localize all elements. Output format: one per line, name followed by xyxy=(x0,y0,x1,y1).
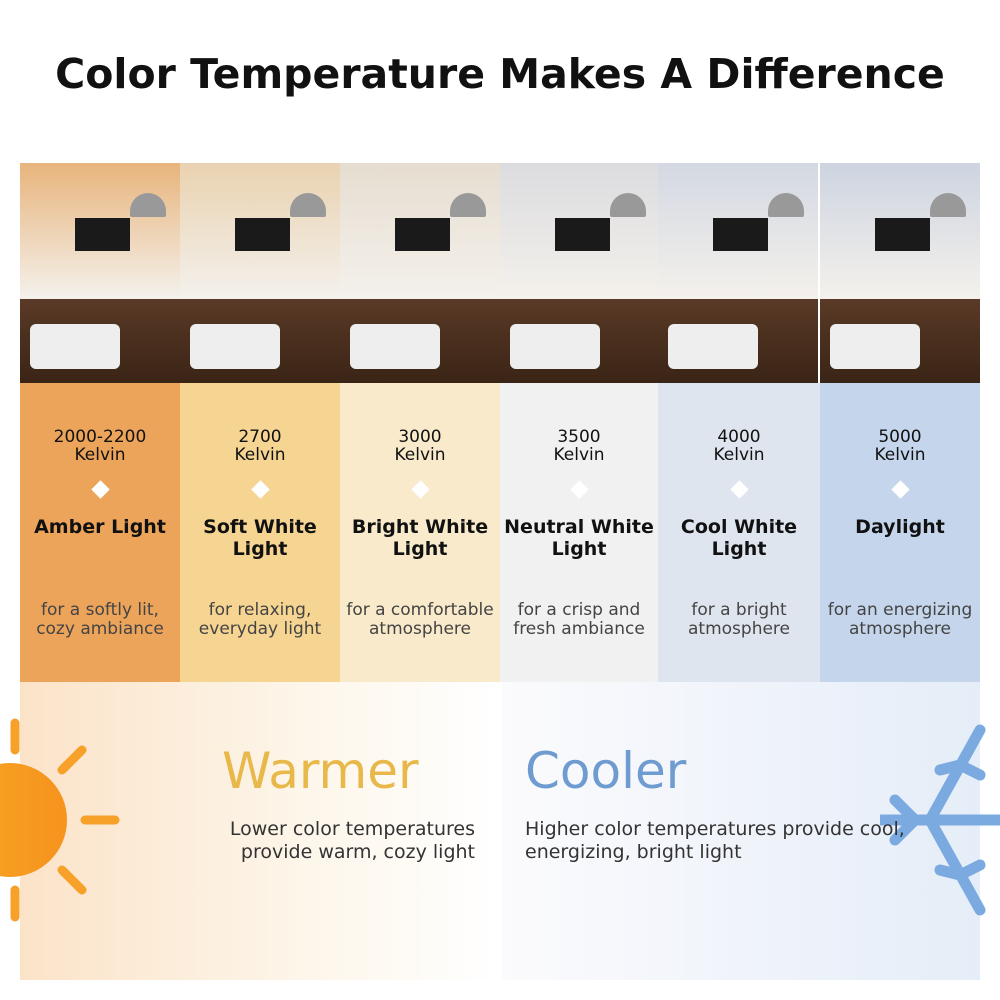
kelvin-value: 4000 Kelvin xyxy=(713,427,765,465)
light-name: Bright White Light xyxy=(351,516,489,560)
diamond-icon xyxy=(729,480,749,499)
room-photo xyxy=(500,163,660,383)
room-photo xyxy=(20,163,180,383)
temperature-column: 2700 Kelvin Soft White Light for relaxing, … xyxy=(180,383,340,682)
room-photo xyxy=(820,163,980,383)
kelvin-value: 2000-2200 Kelvin xyxy=(53,427,147,465)
light-name: Amber Light xyxy=(34,516,166,538)
temperature-column: 4000 Kelvin Cool White Light for a bright a… xyxy=(658,383,820,682)
light-name: Neutral White Light xyxy=(504,516,654,560)
kelvin-value: 5000 Kelvin xyxy=(874,427,926,465)
kelvin-value: 3500 Kelvin xyxy=(553,427,605,465)
light-name: Soft White Light xyxy=(203,516,317,560)
temperature-column: 3500 Kelvin Neutral White Light for a crisp… xyxy=(500,383,658,682)
light-description: for a bright atmosphere xyxy=(688,600,790,639)
room-photo xyxy=(340,163,500,383)
cooler-text: Higher color temperatures provide cool, … xyxy=(525,818,905,863)
kelvin-value: 3000 Kelvin xyxy=(394,427,446,465)
room-photo xyxy=(658,163,818,383)
room-photo xyxy=(180,163,340,383)
temperature-column: 2000-2200 Kelvin Amber Light for a softly l… xyxy=(20,383,180,682)
light-description: for a crisp and fresh ambiance xyxy=(513,600,645,639)
light-description: for an energizing atmosphere xyxy=(827,600,973,639)
diamond-icon xyxy=(250,480,270,499)
warmer-panel xyxy=(20,682,498,980)
kelvin-value: 2700 Kelvin xyxy=(234,427,286,465)
sun-icon xyxy=(0,718,120,922)
page-title: Color Temperature Makes A Difference xyxy=(55,50,945,98)
light-name: Cool White Light xyxy=(680,516,798,560)
temperature-column: 5000 Kelvin Daylight for an energizing atmo… xyxy=(820,383,980,682)
diamond-icon xyxy=(569,480,589,499)
snowflake-icon xyxy=(880,724,1000,916)
warmer-label: Warmer xyxy=(222,742,419,800)
warmer-text: Lower color temperatures provide warm, c… xyxy=(229,818,475,863)
diamond-icon xyxy=(90,480,110,499)
light-name: Daylight xyxy=(855,516,945,538)
light-description: for a comfortable atmosphere xyxy=(346,600,494,639)
diamond-icon xyxy=(890,480,910,499)
cooler-label: Cooler xyxy=(525,742,687,800)
light-description: for relaxing, everyday light xyxy=(198,600,322,639)
light-description: for a softly lit, cozy ambiance xyxy=(36,600,164,639)
temperature-column: 3000 Kelvin Bright White Light for a comfor… xyxy=(340,383,500,682)
diamond-icon xyxy=(410,480,430,499)
